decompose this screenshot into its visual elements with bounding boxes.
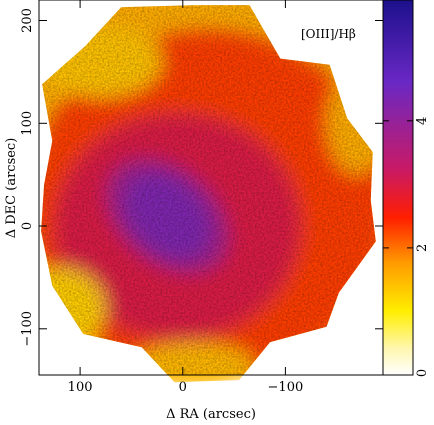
x-tick-label: 0 <box>179 380 187 395</box>
y-tick-label: −100 <box>20 311 35 347</box>
y-tick-label: 100 <box>20 111 35 136</box>
y-axis-title: Δ DEC (arcsec) <box>4 138 19 239</box>
plot-area: 100 0 −100 −100 0 100 200 [OIII]/Hβ <box>20 0 384 395</box>
map-label: [OIII]/Hβ <box>301 27 356 41</box>
ratio-map <box>41 5 376 383</box>
colorbar-tick-label: 2 <box>415 244 430 252</box>
colorbar-tick-label: 0 <box>415 369 430 377</box>
y-tick-label: 200 <box>20 8 35 33</box>
x-tick-label: −100 <box>268 380 304 395</box>
x-axis-title: Δ RA (arcsec) <box>166 407 256 422</box>
map-grain <box>41 5 376 375</box>
x-ticks: 100 0 −100 <box>68 0 304 395</box>
y-ticks: −100 0 100 200 <box>20 8 383 347</box>
colorbar-gradient <box>382 0 414 376</box>
x-tick-label: 100 <box>68 380 93 395</box>
colorbar-tick-label: 4 <box>415 117 430 125</box>
colorbar: 0 2 4 <box>382 0 430 377</box>
colorbar-ticks: 0 2 4 <box>383 117 430 377</box>
y-tick-label: 0 <box>20 222 35 230</box>
